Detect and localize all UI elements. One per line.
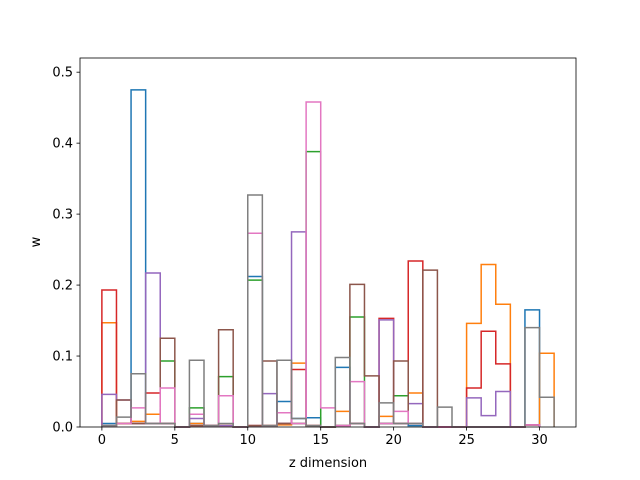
y-tick-label: 0.0 bbox=[52, 421, 73, 436]
y-tick-label: 0.4 bbox=[52, 137, 73, 152]
x-axis-label: z dimension bbox=[289, 456, 367, 471]
y-axis-label: w bbox=[29, 236, 44, 247]
x-tick-label: 15 bbox=[312, 433, 329, 448]
y-axis-ticks: 0.0 0.1 0.2 0.3 0.4 0.5 bbox=[52, 66, 80, 436]
x-tick-label: 30 bbox=[531, 433, 548, 448]
y-tick-label: 0.5 bbox=[52, 66, 73, 81]
x-tick-label: 5 bbox=[171, 433, 179, 448]
y-tick-label: 0.2 bbox=[52, 279, 73, 294]
x-axis-ticks: 0 5 10 15 20 25 30 bbox=[98, 427, 548, 448]
x-tick-label: 25 bbox=[458, 433, 475, 448]
y-tick-label: 0.3 bbox=[52, 208, 73, 223]
axes-frame bbox=[79, 57, 577, 428]
x-tick-label: 10 bbox=[239, 433, 256, 448]
x-tick-label: 0 bbox=[98, 433, 106, 448]
x-tick-label: 20 bbox=[385, 433, 402, 448]
y-tick-label: 0.1 bbox=[52, 350, 73, 365]
